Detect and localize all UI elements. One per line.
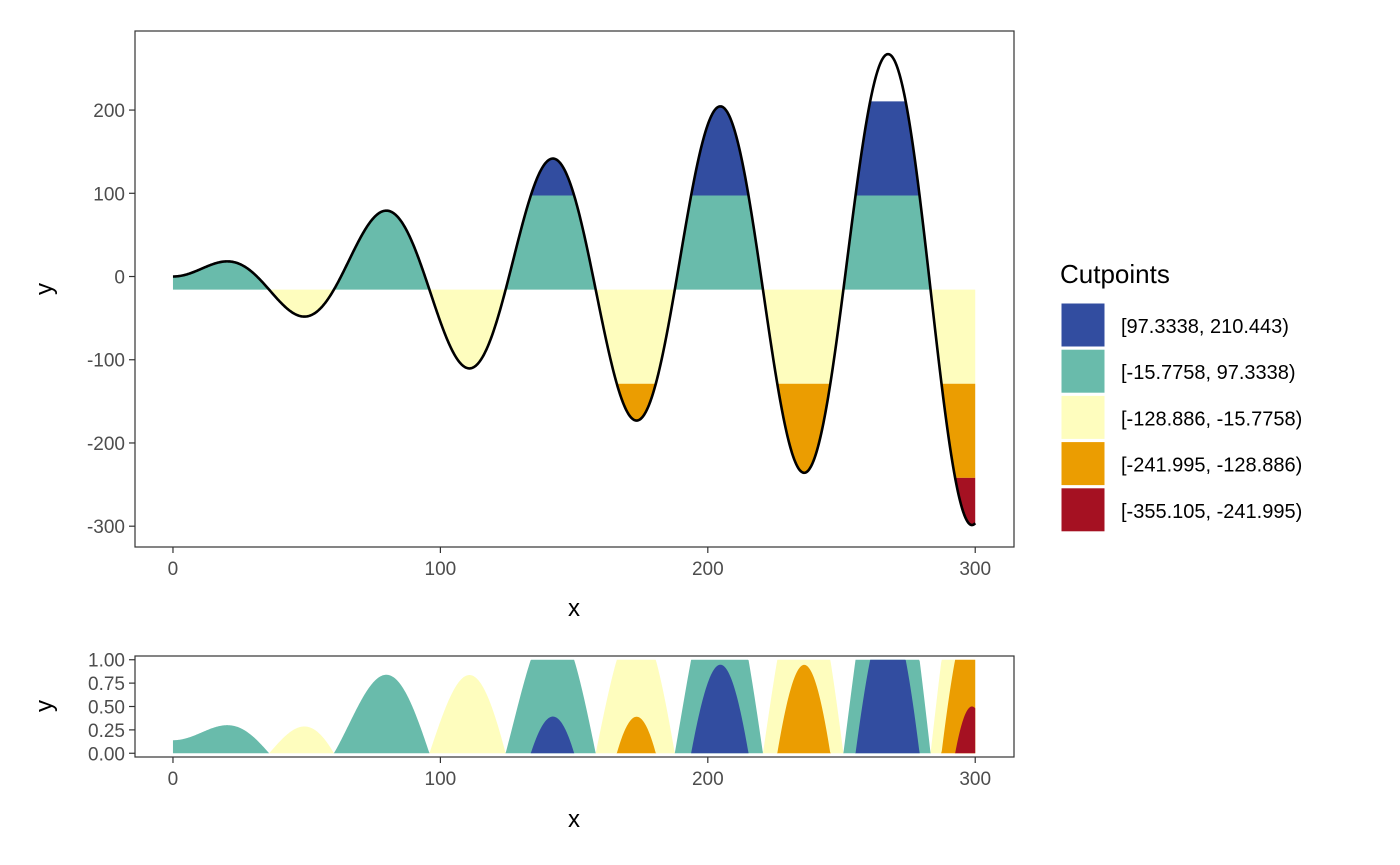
horizon-xtick-label: 0 bbox=[168, 769, 179, 790]
horizon-xtick-label: 100 bbox=[425, 769, 457, 790]
horizon-ytick-label: 0.00 bbox=[88, 744, 125, 765]
main-series-line bbox=[172, 52, 977, 527]
horizon-band-0 bbox=[172, 659, 976, 754]
main-ytick-label: 0 bbox=[114, 268, 125, 289]
horizon-ytick-label: 1.00 bbox=[88, 651, 125, 672]
legend: Cutpoints [97.3338, 210.443) [-15.7758, 9… bbox=[1060, 259, 1302, 533]
legend-key-label: [97.3338, 210.443) bbox=[1121, 316, 1289, 338]
horizon-chart-panel: 0.000.250.50 0.751.00 0 100 200 300 x y bbox=[31, 651, 1015, 833]
main-xtick-label: 0 bbox=[168, 559, 179, 580]
legend-key-label: [-128.886, -15.7758) bbox=[1121, 408, 1302, 430]
main-band-2 bbox=[172, 289, 976, 384]
horizon-xtick-label: 300 bbox=[959, 769, 991, 790]
legend-key-label: [-355.105, -241.995) bbox=[1121, 501, 1302, 523]
main-y-axis-title: y bbox=[31, 283, 58, 295]
horizon-ytick-label: 0.50 bbox=[88, 698, 125, 719]
main-xtick-label: 200 bbox=[692, 559, 724, 580]
main-x-axis-title: x bbox=[568, 595, 580, 622]
main-xtick-label: 100 bbox=[425, 559, 457, 580]
legend-title: Cutpoints bbox=[1060, 259, 1170, 289]
horizon-xtick-label: 200 bbox=[692, 769, 724, 790]
main-ytick-label: -100 bbox=[87, 351, 125, 372]
legend-key-label: [-15.7758, 97.3338) bbox=[1121, 362, 1296, 384]
main-xtick-label: 300 bbox=[959, 559, 991, 580]
horizon-colored-bands bbox=[172, 659, 976, 754]
horizon-ytick-label: 0.75 bbox=[88, 674, 125, 695]
main-band-0 bbox=[172, 101, 976, 196]
main-ytick-label: -300 bbox=[87, 517, 125, 538]
legend-key-swatch bbox=[1060, 487, 1106, 533]
horizon-band-1 bbox=[172, 659, 976, 754]
main-chart-panel: -300 -200 -100 0 100 200 0 100 200 300 x y bbox=[31, 30, 1015, 622]
main-ytick-label: 200 bbox=[93, 101, 125, 122]
horizon-x-axis-title: x bbox=[568, 806, 580, 833]
horizon-band-3 bbox=[172, 659, 976, 754]
horizon-x-axis: 0 100 200 300 bbox=[168, 757, 991, 790]
legend-key-swatch bbox=[1060, 302, 1106, 348]
legend-key-swatch bbox=[1060, 441, 1106, 487]
main-y-axis: -300 -200 -100 0 100 200 bbox=[87, 101, 135, 538]
main-panel-border bbox=[134, 30, 1015, 548]
main-band-3 bbox=[172, 383, 976, 478]
main-ytick-label: -200 bbox=[87, 434, 125, 455]
horizon-band-2 bbox=[172, 659, 976, 754]
horizon-ytick-label: 0.25 bbox=[88, 721, 125, 742]
main-x-axis: 0 100 200 300 bbox=[168, 547, 991, 580]
horizon-y-axis-title: y bbox=[31, 700, 58, 712]
legend-key-swatch bbox=[1060, 394, 1106, 440]
legend-key-label: [-241.995, -128.886) bbox=[1121, 455, 1302, 477]
main-band-4 bbox=[172, 477, 976, 526]
main-ytick-label: 100 bbox=[93, 184, 125, 205]
legend-key-swatch bbox=[1060, 348, 1106, 394]
horizon-y-axis: 0.000.250.50 0.751.00 bbox=[88, 651, 135, 765]
